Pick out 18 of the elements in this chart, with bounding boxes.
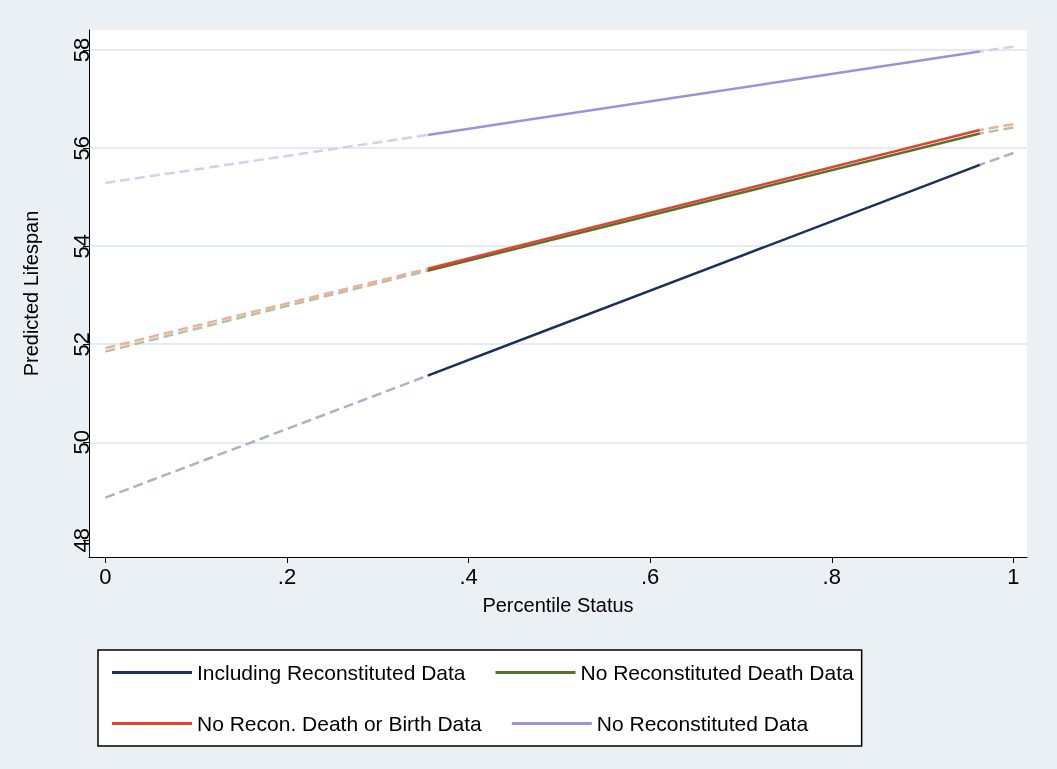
legend-label: Including Reconstituted Data [197, 661, 466, 684]
x-tick-label: 0 [99, 563, 112, 589]
y-tick-label: 48 [68, 528, 94, 553]
y-tick-label: 54 [68, 233, 94, 259]
x-tick-label: .2 [277, 563, 297, 589]
legend-label: No Reconstituted Data [596, 712, 809, 735]
y-tick-label: 52 [68, 332, 94, 357]
x-tick-label: 1 [1007, 563, 1020, 589]
y-tick-label: 56 [68, 135, 94, 161]
x-axis-title: Percentile Status [482, 594, 634, 616]
legend-label: No Reconstituted Death Data [580, 661, 854, 684]
x-tick-label: .6 [640, 563, 660, 589]
y-tick-label: 50 [68, 430, 94, 455]
legend-label: No Recon. Death or Birth Data [197, 712, 483, 735]
y-tick-label: 58 [68, 37, 94, 63]
x-tick-label: .8 [822, 563, 841, 589]
x-tick-label: .4 [459, 563, 478, 589]
y-axis-title: Predicted Lifespan [20, 210, 42, 377]
